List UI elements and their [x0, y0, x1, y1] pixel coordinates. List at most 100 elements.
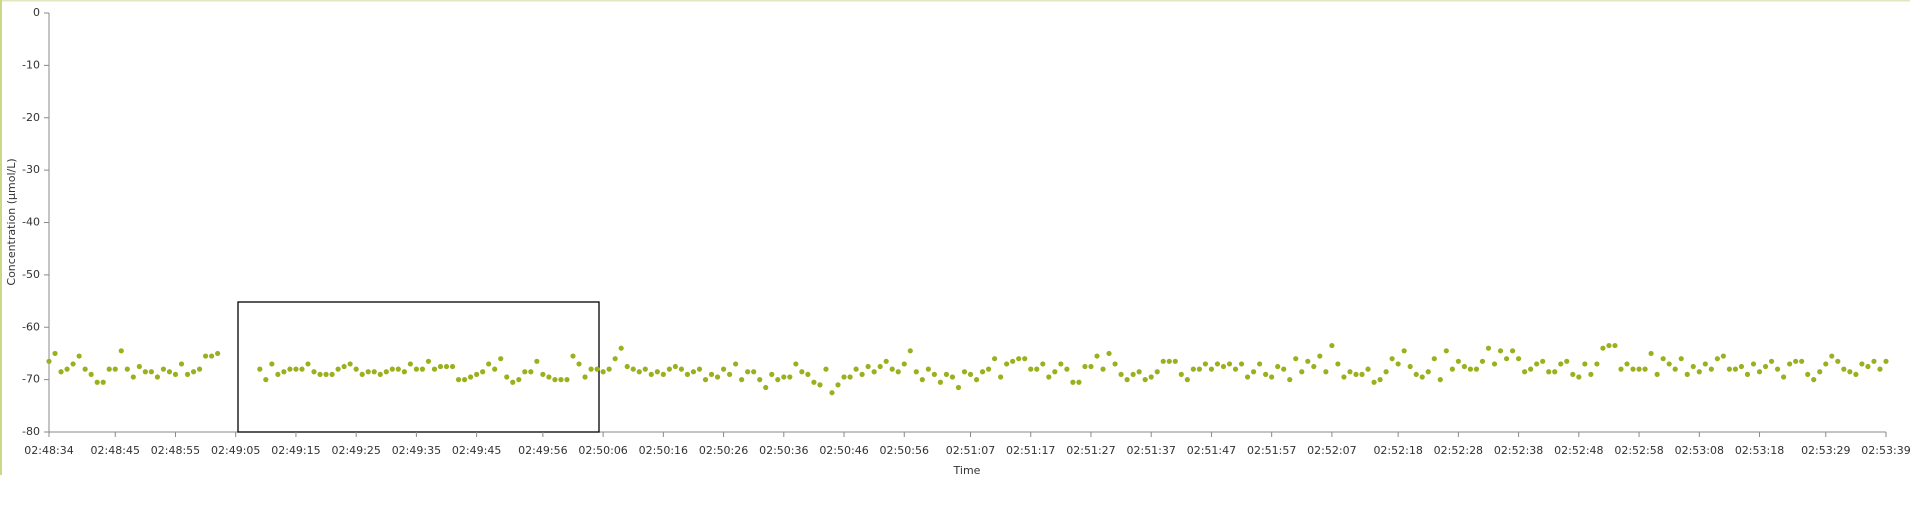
y-tick-label: -60 — [22, 320, 40, 333]
data-point — [841, 374, 847, 380]
data-point — [1865, 363, 1871, 370]
data-point — [1516, 356, 1522, 362]
data-point — [209, 353, 215, 359]
y-tick-label: -40 — [22, 216, 40, 229]
data-point — [787, 374, 793, 380]
data-point — [540, 371, 546, 377]
data-point — [931, 371, 937, 377]
data-point — [1082, 363, 1088, 370]
data-point — [160, 366, 167, 372]
data-point — [1377, 377, 1383, 383]
data-point — [317, 371, 323, 377]
data-point — [895, 369, 901, 375]
data-point — [955, 384, 962, 391]
data-point — [413, 366, 419, 372]
data-point — [1708, 366, 1714, 372]
data-point — [1046, 374, 1052, 380]
data-point — [401, 369, 407, 375]
data-point — [1720, 353, 1726, 359]
data-point — [64, 366, 70, 372]
data-point — [1269, 374, 1275, 380]
data-point — [1829, 353, 1835, 359]
x-tick-label: 02:51:07 — [946, 444, 995, 457]
data-point — [781, 374, 787, 380]
data-point — [564, 377, 570, 383]
data-point — [142, 369, 148, 375]
data-point — [202, 353, 209, 359]
x-tick-label: 02:52:48 — [1554, 444, 1603, 457]
data-point — [733, 361, 739, 367]
data-point — [1443, 348, 1449, 354]
data-point — [1064, 366, 1070, 372]
x-tick-label: 02:49:35 — [392, 444, 441, 457]
data-point — [323, 371, 329, 377]
data-point — [166, 369, 173, 375]
data-point — [684, 371, 691, 377]
data-point — [1220, 363, 1227, 370]
data-point — [865, 363, 871, 370]
data-point — [1768, 358, 1775, 364]
data-point — [1781, 374, 1787, 380]
data-point — [130, 374, 136, 380]
data-point — [1034, 366, 1040, 372]
data-point — [1811, 377, 1817, 383]
data-point — [901, 361, 907, 367]
x-tick-label: 02:50:26 — [699, 444, 748, 457]
data-point — [1594, 361, 1600, 367]
data-point — [492, 366, 498, 372]
selection-box[interactable] — [237, 301, 600, 433]
data-point — [799, 369, 805, 375]
data-point — [1293, 356, 1299, 362]
data-point — [702, 377, 709, 383]
data-point — [672, 363, 678, 370]
data-point — [726, 371, 733, 377]
x-tick-label: 02:53:08 — [1675, 444, 1724, 457]
data-point — [835, 382, 841, 388]
data-point — [1263, 371, 1269, 377]
data-point — [558, 377, 564, 383]
data-point — [1660, 356, 1666, 362]
y-tick-label: -70 — [22, 373, 40, 386]
x-tick-label: 02:49:05 — [211, 444, 260, 457]
x-tick-label: 02:50:46 — [819, 444, 868, 457]
data-point — [118, 348, 124, 354]
data-point — [528, 369, 534, 375]
data-point — [1022, 356, 1028, 362]
data-point — [468, 374, 474, 380]
data-point — [907, 348, 913, 354]
data-point — [1744, 371, 1751, 377]
data-point — [1112, 361, 1118, 367]
data-point — [1010, 358, 1016, 364]
data-point — [1762, 363, 1769, 370]
data-point — [1805, 371, 1811, 377]
data-point — [516, 377, 522, 383]
data-point — [1600, 345, 1606, 351]
x-tick-label: 02:50:16 — [639, 444, 688, 457]
data-point — [1052, 369, 1058, 375]
data-point — [474, 371, 480, 377]
data-point — [347, 361, 353, 367]
data-point — [1299, 369, 1305, 375]
data-point — [383, 369, 389, 375]
data-point — [371, 369, 377, 375]
data-point — [88, 371, 94, 377]
data-point — [642, 366, 648, 372]
data-point — [1449, 366, 1455, 372]
data-point — [1534, 361, 1540, 367]
data-point — [443, 363, 450, 370]
data-point — [510, 379, 516, 385]
data-point — [1124, 377, 1130, 383]
data-point — [389, 366, 395, 372]
data-point — [257, 366, 263, 372]
data-point — [184, 371, 191, 377]
data-point — [1431, 356, 1437, 362]
data-point — [58, 369, 64, 375]
data-point — [745, 369, 751, 375]
data-point — [1166, 358, 1172, 364]
data-point — [215, 350, 221, 357]
y-tick-label: -30 — [22, 163, 40, 176]
data-point — [654, 369, 660, 375]
x-tick-label: 02:51:47 — [1187, 444, 1236, 457]
data-point — [1678, 356, 1684, 362]
